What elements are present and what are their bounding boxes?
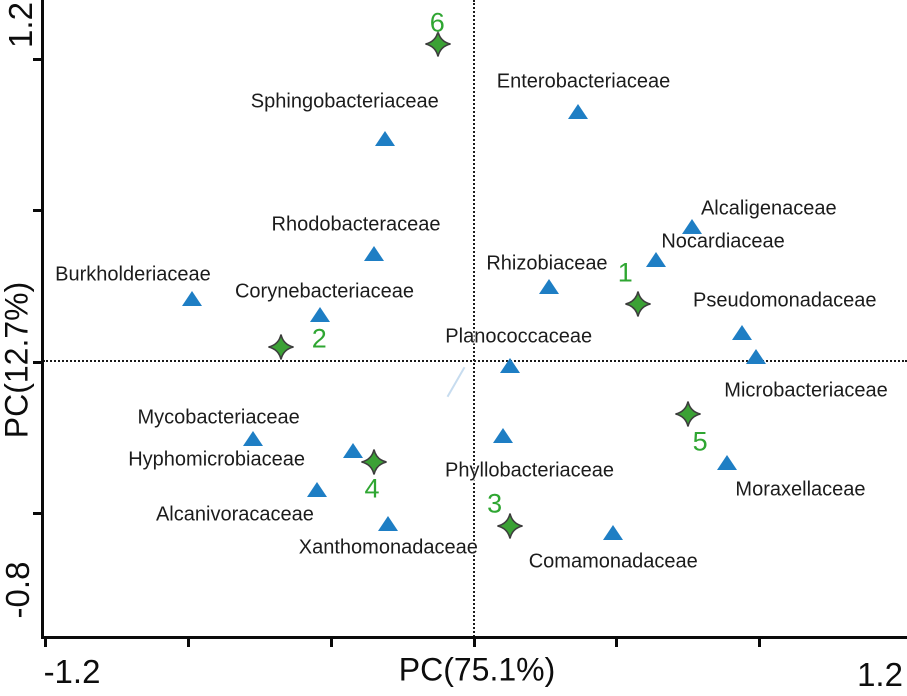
zero-line-vertical <box>473 0 475 637</box>
family-label-moraxellaceae: Moraxellaceae <box>735 478 866 501</box>
family-label-planococcaceae: Planococcaceae <box>445 325 593 348</box>
site-number-6: 6 <box>429 7 445 38</box>
site-marker-6-star-icon <box>423 29 453 59</box>
family-marker-enterobacteriaceae-triangle-icon <box>567 103 588 119</box>
family-label-nocardiaceae: Nocardiaceae <box>661 230 785 253</box>
x-axis-tick <box>186 637 190 647</box>
family-marker-sphingobacteriaceae-triangle-icon <box>374 130 395 146</box>
family-label-sphingobacteriaceae: Sphingobacteriaceae <box>250 90 439 113</box>
family-label-alcanivoracaceae: Alcanivoracaceae <box>155 503 314 526</box>
family-marker-nocardiaceae-triangle-icon <box>646 251 667 267</box>
family-label-burkholderiaceae: Burkholderiaceae <box>55 263 211 286</box>
family-marker-xanthomonadaceae-triangle-icon <box>378 515 399 531</box>
family-label-pseudomonadaceae: Pseudomonadaceae <box>693 289 877 312</box>
x-axis-tick <box>44 637 48 647</box>
family-label-hyphomicrobiaceae: Hyphomicrobiaceae <box>128 448 305 471</box>
y-axis-tick <box>33 512 43 515</box>
site-number-5: 5 <box>692 426 708 456</box>
family-marker-alcaligenaceae-triangle-icon <box>681 218 702 234</box>
family-label-rhizobiaceae: Rhizobiaceae <box>486 252 608 275</box>
family-marker-corynebacteriaceae-triangle-icon <box>310 306 331 322</box>
family-marker-alcanivoracaceae-triangle-icon <box>306 482 327 498</box>
family-marker-microbacteriaceae-triangle-icon <box>746 348 767 364</box>
family-marker-moraxellaceae-triangle-icon <box>717 454 738 470</box>
family-label-enterobacteriaceae: Enterobacteriaceae <box>496 70 671 92</box>
family-label-phyllobacteriaceae: Phyllobacteriaceae <box>445 459 615 482</box>
y-axis-tick <box>33 209 43 212</box>
y-axis-max-label: 1.2 <box>2 2 39 48</box>
site-number-2: 2 <box>311 323 327 354</box>
site-marker-1-star-icon <box>623 289 653 319</box>
family-label-rhodobacteraceae: Rhodobacteraceae <box>271 213 441 236</box>
x-axis-tick <box>329 637 333 647</box>
site-marker-5-star-icon <box>673 399 703 429</box>
x-axis-max-label: 1.2 <box>857 656 903 693</box>
family-marker-burkholderiaceae-triangle-icon <box>181 291 202 307</box>
family-marker-mycobacteriaceae-triangle-icon <box>242 430 263 446</box>
family-marker-rhizobiaceae-triangle-icon <box>538 279 559 295</box>
family-label-mycobacteriaceae: Mycobacteriaceae <box>137 406 300 429</box>
family-marker-pseudomonadaceae-triangle-icon <box>731 324 752 340</box>
site-marker-4-star-icon <box>359 447 389 477</box>
zero-line-horizontal <box>43 360 907 362</box>
x-axis-title: PC(75.1%) <box>398 651 556 688</box>
site-number-1: 1 <box>617 257 633 288</box>
family-marker-comamonadaceae-triangle-icon <box>603 524 624 540</box>
family-marker-hyphomicrobiaceae-triangle-icon <box>342 442 363 458</box>
x-axis-tick <box>615 637 619 647</box>
x-axis-tick <box>758 637 762 647</box>
x-axis-min-label: -1.2 <box>43 653 101 690</box>
site-marker-3-star-icon <box>495 511 525 541</box>
y-axis-line <box>41 0 44 639</box>
family-marker-planococcaceae-triangle-icon <box>499 358 520 374</box>
site-number-3: 3 <box>487 488 503 519</box>
y-axis-title: PC(12.7%) <box>0 281 35 439</box>
site-number-4: 4 <box>364 473 380 504</box>
x-axis-tick <box>472 637 476 647</box>
site-marker-2-star-icon <box>266 332 296 362</box>
stray-line-artifact <box>446 366 466 398</box>
family-marker-phyllobacteriaceae-triangle-icon <box>492 427 513 443</box>
family-marker-rhodobacteraceae-triangle-icon <box>364 245 385 261</box>
family-label-alcaligenaceae: Alcaligenaceae <box>700 197 837 220</box>
family-label-corynebacteriaceae: Corynebacteriaceae <box>234 280 414 303</box>
y-axis-tick <box>33 57 43 61</box>
y-axis-min-label: -0.8 <box>0 561 36 619</box>
y-axis-tick <box>33 360 43 364</box>
family-label-comamonadaceae: Comamonadaceae <box>528 550 698 573</box>
family-label-microbacteriaceae: Microbacteriaceae <box>724 379 888 402</box>
family-label-xanthomonadaceae: Xanthomonadaceae <box>298 536 478 559</box>
